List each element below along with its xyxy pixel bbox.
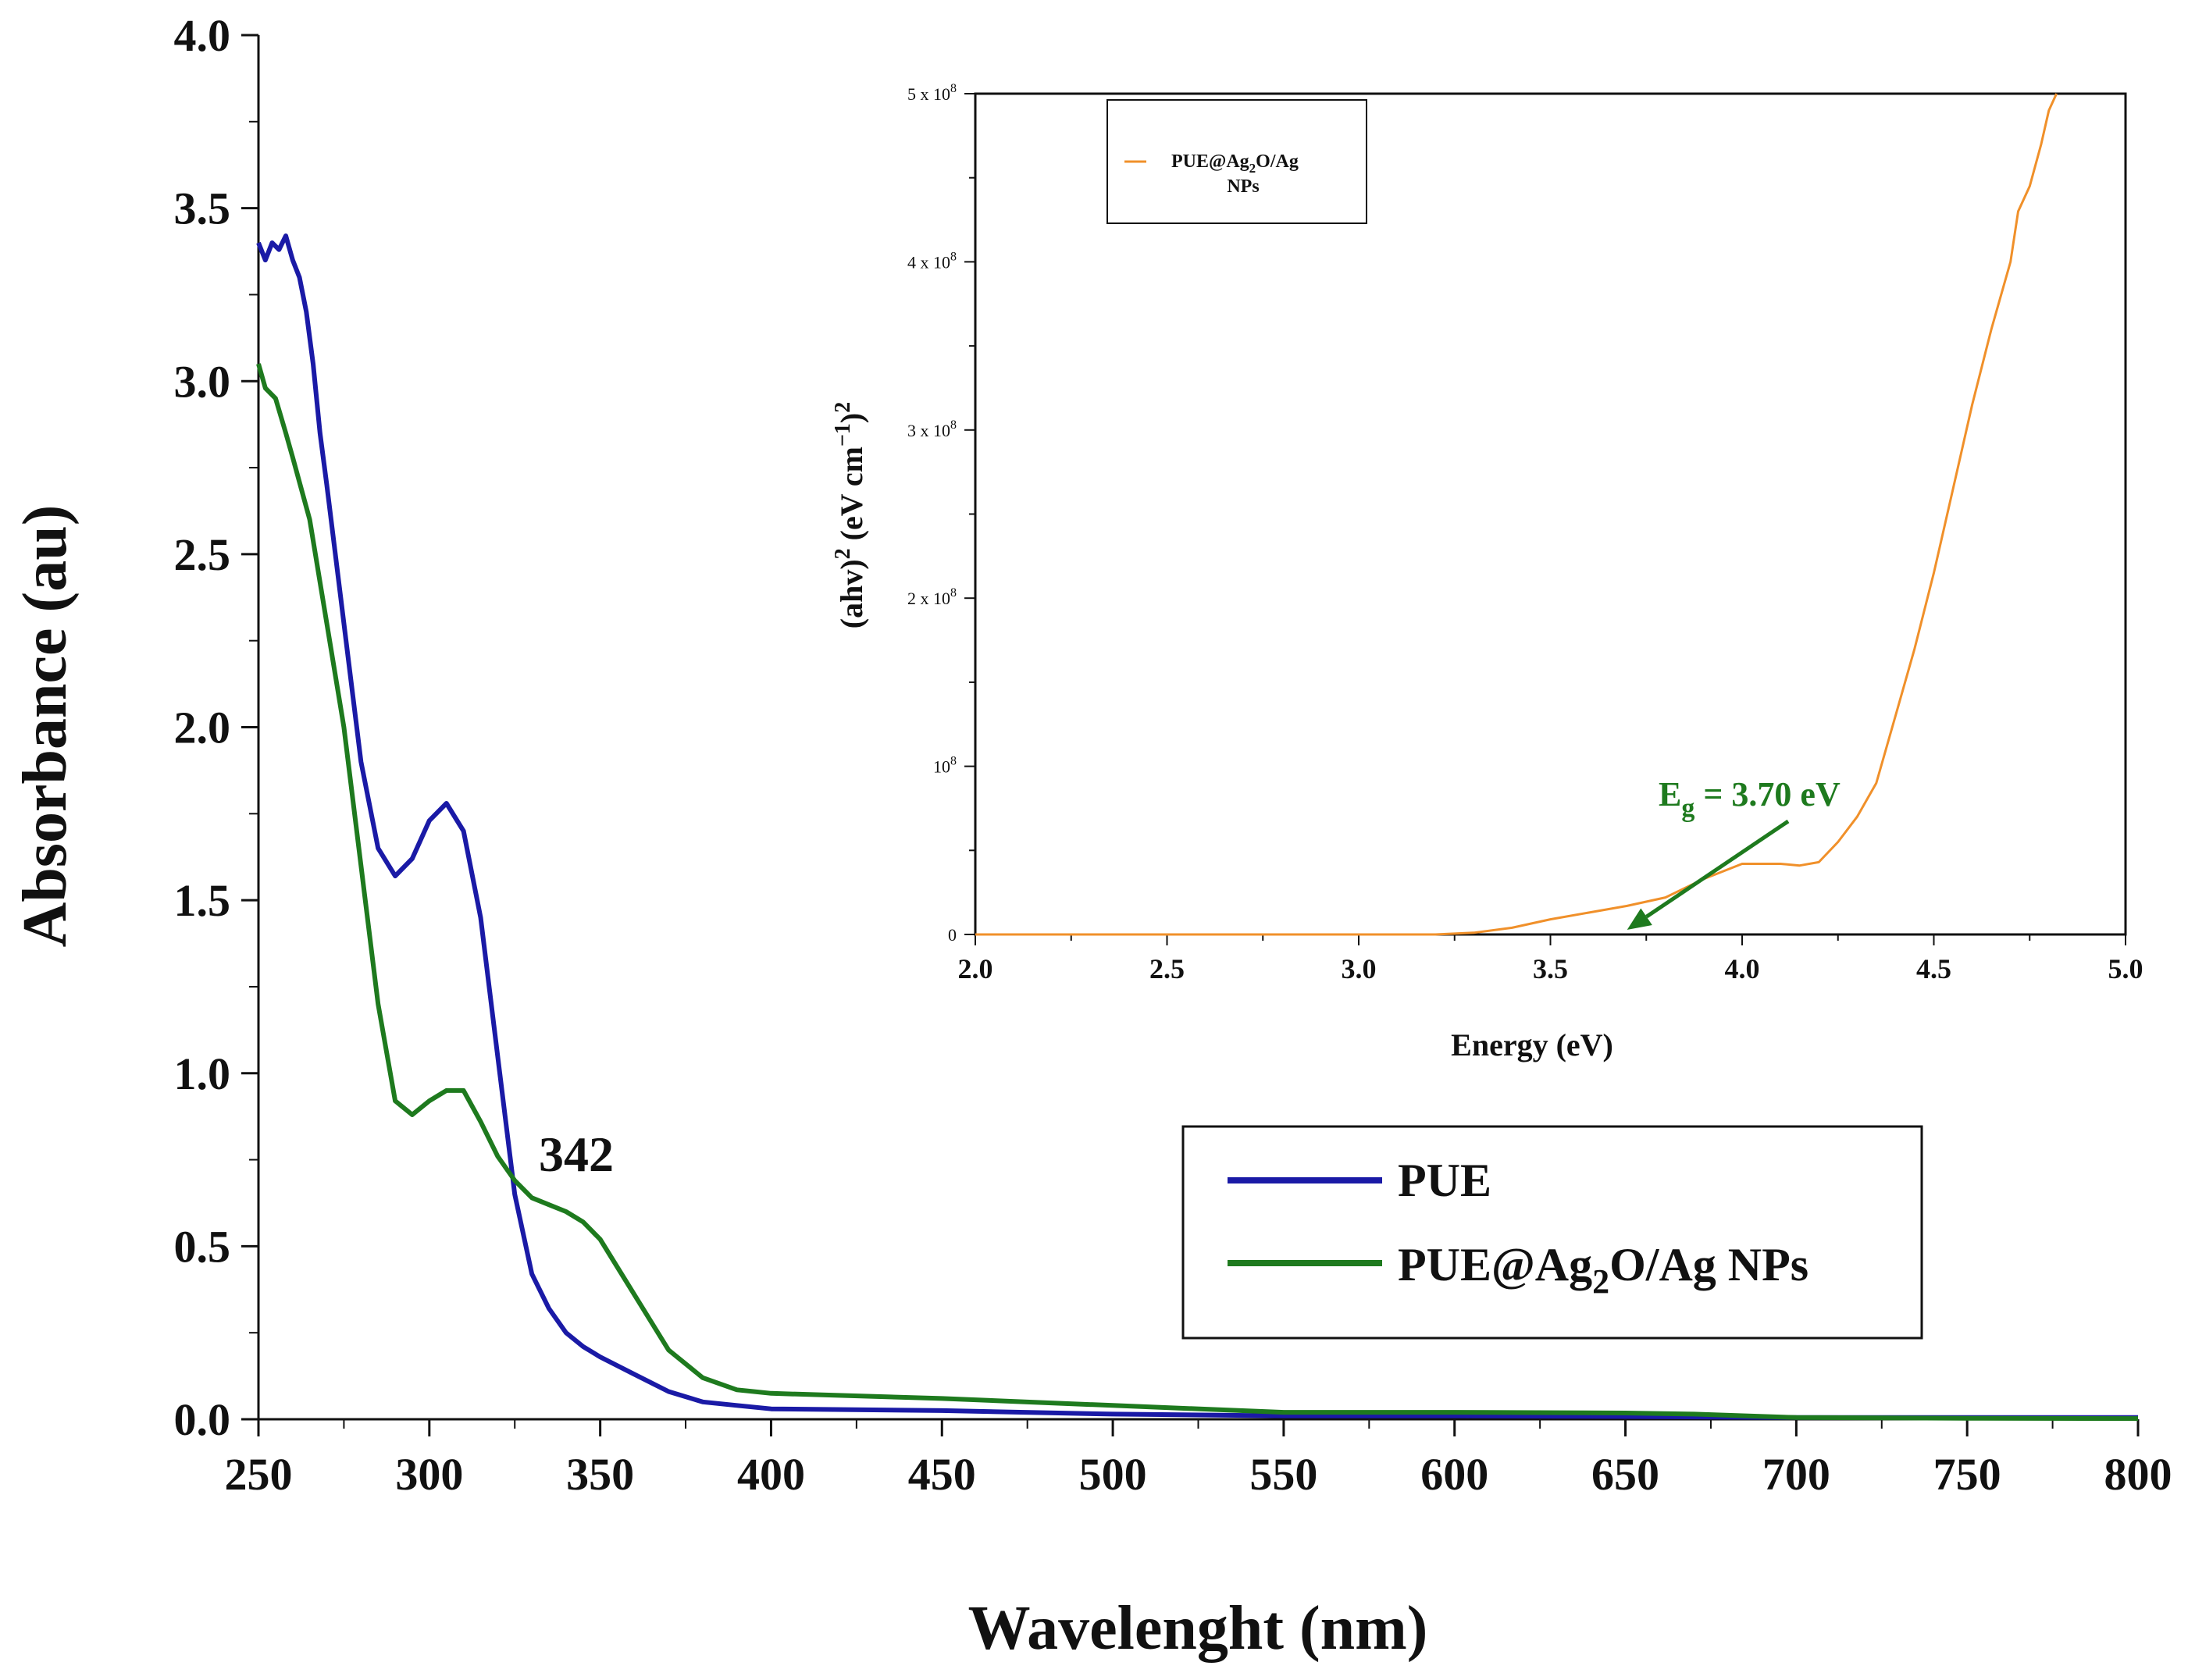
inset-x-tick-labels: 2.0 2.5 3.0 3.5 4.0 4.5 5.0	[958, 953, 2143, 984]
main-y-tick-label: 0.0	[174, 1394, 231, 1445]
inset-y-tick-label: 4 x 108	[907, 250, 957, 272]
main-y-tick-label: 4.0	[174, 10, 231, 61]
main-x-tick-label: 700	[1762, 1449, 1830, 1500]
main-y-tick-label: 1.5	[174, 875, 231, 926]
inset-legend-box	[1106, 99, 1367, 224]
main-y-tick-label: 0.5	[174, 1221, 231, 1272]
inset-x-tick-label: 4.0	[1725, 953, 1760, 984]
main-y-axis-title: Absorbance (au)	[11, 505, 80, 948]
main-x-tick-labels: 250 300 350 400 450 500 550 600 650 700 750 800	[225, 1449, 2172, 1500]
inset-y-tick-labels: 0 108 2 x 108 3 x 108 4 x 108 5 x 108	[907, 82, 957, 945]
main-x-axis-title: Wavelenght (nm)	[968, 1594, 1428, 1663]
peak-annotation: 342	[539, 1127, 614, 1182]
inset-x-axis-title: Energy (eV)	[1451, 1027, 1613, 1062]
main-y-tick-label: 2.5	[174, 529, 231, 580]
main-x-tick-label: 550	[1249, 1449, 1317, 1500]
inset-legend-label-line2: NPs	[1227, 176, 1259, 197]
inset-x-tick-label: 4.5	[1916, 953, 1951, 984]
inset-x-tick-label: 2.0	[958, 953, 993, 984]
main-x-tick-label: 250	[225, 1449, 293, 1500]
main-y-tick-label: 1.0	[174, 1048, 231, 1099]
inset-x-tick-label: 2.5	[1149, 953, 1185, 984]
inset-x-tick-label: 3.0	[1342, 953, 1377, 984]
series-line-pue	[256, 233, 2138, 1420]
inset-y-tick-label: 108	[933, 755, 957, 777]
main-y-tick-label: 3.5	[174, 183, 231, 234]
inset-y-tick-label: 5 x 108	[907, 82, 957, 104]
main-axis-ticks	[241, 34, 2140, 1436]
band-gap-arrow-head	[1627, 908, 1652, 930]
inset-frame	[974, 92, 2127, 936]
inset-legend: PUE@Ag2O/Ag NPs	[1106, 99, 1367, 224]
inset-series-line	[975, 93, 2058, 936]
band-gap-label: Eg = 3.70 eV	[1659, 775, 1841, 823]
inset-x-tick-label: 3.5	[1533, 953, 1568, 984]
band-gap-annotation: Eg = 3.70 eV	[1627, 775, 1841, 930]
main-x-tick-label: 500	[1079, 1449, 1147, 1500]
inset-series-lines	[975, 93, 2058, 936]
main-x-tick-label: 800	[2104, 1449, 2172, 1500]
inset-y-tick-label: 3 x 108	[907, 418, 957, 440]
series-line-pue-ag	[256, 363, 2139, 1422]
inset-legend-label-line1: PUE@Ag2O/Ag	[1171, 151, 1299, 176]
main-x-tick-label: 750	[1933, 1449, 2001, 1500]
inset-y-tick-label: 2 x 108	[907, 586, 957, 608]
band-gap-arrow	[1645, 819, 1790, 919]
main-x-tick-label: 400	[737, 1449, 805, 1500]
main-x-tick-label: 600	[1420, 1449, 1488, 1500]
inset-y-tick-label: 0	[948, 925, 957, 945]
main-x-tick-label: 350	[566, 1449, 634, 1500]
legend-label-pue: PUE	[1398, 1155, 1491, 1206]
inset-y-axis-title: (ahv)2 (eV cm−1)2	[831, 402, 869, 629]
main-x-tick-label: 450	[908, 1449, 976, 1500]
main-chart: 0.0 0.5 1.0 1.5 2.0 2.5 3.0 3.5 4.0 250 300 350 400…	[11, 10, 2172, 1663]
main-y-tick-label: 2.0	[174, 703, 231, 753]
main-x-tick-label: 650	[1591, 1449, 1659, 1500]
main-y-tick-label: 3.0	[174, 356, 231, 407]
main-legend-box	[1181, 1125, 1923, 1340]
main-x-tick-label: 300	[395, 1449, 463, 1500]
inset-x-tick-label: 5.0	[2108, 953, 2143, 984]
legend-label-pue-ag: PUE@Ag2O/Ag NPs	[1398, 1239, 1808, 1301]
inset-chart: 2.0 2.5 3.0 3.5 4.0 4.5 5.0 0 108 2 x 108 3 x 108…	[831, 82, 2143, 1062]
main-y-tick-labels: 0.0 0.5 1.0 1.5 2.0 2.5 3.0 3.5 4.0	[174, 10, 231, 1445]
main-series-lines	[256, 233, 2139, 1422]
main-legend: PUE PUE@Ag2O/Ag NPs	[1181, 1125, 1923, 1340]
